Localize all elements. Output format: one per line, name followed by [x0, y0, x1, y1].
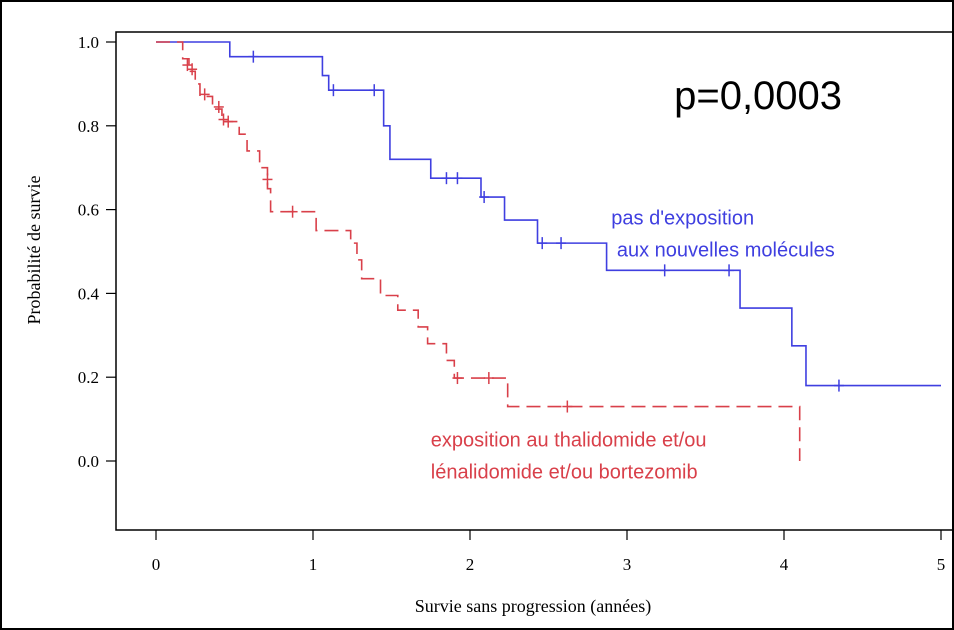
series-label-line: aux nouvelles molécules [611, 239, 834, 261]
y-tick-label: 0.6 [78, 201, 99, 220]
y-tick-label: 0.2 [78, 368, 99, 387]
y-tick-label: 0.8 [78, 117, 99, 136]
y-axis-label: Probabilité de survie [24, 176, 44, 325]
y-tick-label: 0.4 [78, 284, 100, 303]
series-layer [156, 41, 941, 461]
x-tick-label: 5 [937, 555, 946, 574]
x-tick-label: 4 [780, 555, 789, 574]
series-label-line: pas d'exposition [611, 207, 754, 229]
annotation-layer: pas d'exposition aux nouvelles molécules… [431, 74, 842, 483]
y-axis: 1.0 0.8 0.6 0.4 0.2 0.0 [78, 33, 116, 471]
p-value-annotation: p=0,0003 [674, 74, 842, 118]
x-axis-label: Survie sans progression (années) [415, 596, 651, 617]
series-1-label: exposition au thalidomide et/ou lénalidom… [431, 429, 707, 483]
x-tick-label: 3 [623, 555, 632, 574]
y-tick-label: 1.0 [78, 33, 99, 52]
series-label-line: lénalidomide et/ou bortezomib [431, 461, 698, 483]
x-axis: 0 1 2 3 4 5 [152, 530, 946, 574]
x-tick-label: 1 [309, 555, 318, 574]
series-0-curve [156, 41, 941, 387]
plot-frame [115, 31, 952, 531]
y-tick-label: 0.0 [78, 452, 99, 471]
x-tick-label: 0 [152, 555, 161, 574]
series-0-label: pas d'exposition aux nouvelles molécules [611, 207, 834, 261]
x-tick-label: 2 [466, 555, 475, 574]
series-label-line: exposition au thalidomide et/ou [431, 429, 707, 451]
series-1-curve [156, 41, 801, 461]
